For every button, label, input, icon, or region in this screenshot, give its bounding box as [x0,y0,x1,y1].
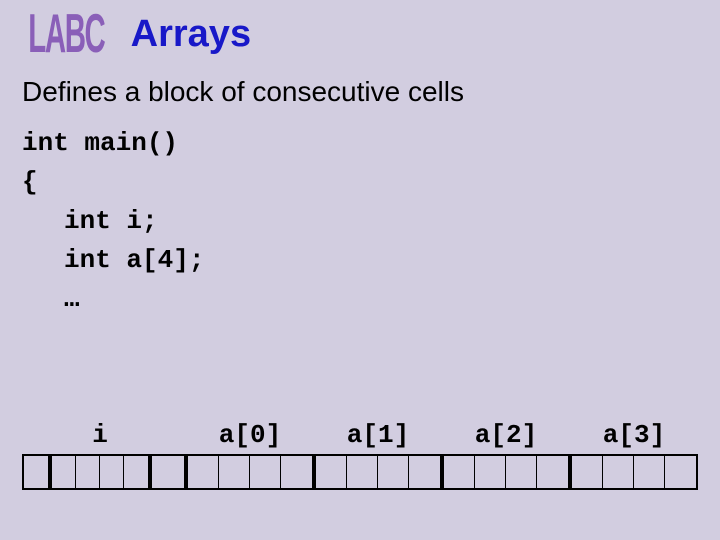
code-line-3: int i; [22,202,720,241]
code-line-4: int a[4]; [22,241,720,280]
memory-byte [444,456,475,488]
memory-byte [281,456,312,488]
memory-byte [76,456,100,488]
memory-byte [537,456,568,488]
memory-cell-i [50,454,150,490]
memory-byte [52,456,76,488]
memory-byte [378,456,409,488]
code-block: int main() { int i; int a[4]; … [0,124,720,319]
label-a1: a[1] [314,420,442,450]
memory-byte [219,456,250,488]
slide-title: Arrays [131,13,251,56]
label-a3: a[3] [570,420,698,450]
memory-byte [188,456,219,488]
memory-cell-gap [150,454,186,490]
memory-byte [347,456,378,488]
memory-cell-pre [22,454,50,490]
label-spacer [22,420,50,450]
memory-diagram: i a[0] a[1] a[2] a[3] [22,420,698,490]
memory-byte [409,456,440,488]
memory-cells [22,454,698,490]
code-line-5: … [22,280,720,319]
code-line-1: int main() [22,124,720,163]
memory-byte [572,456,603,488]
memory-byte [506,456,537,488]
memory-byte [603,456,634,488]
memory-cell-a3 [570,454,698,490]
memory-cell-a2 [442,454,570,490]
memory-cell-a1 [314,454,442,490]
slide-header: LABC Arrays [0,0,720,68]
label-spacer [150,420,186,450]
memory-cell-a0 [186,454,314,490]
label-a2: a[2] [442,420,570,450]
code-line-2: { [22,163,720,202]
label-i: i [50,420,150,450]
logo: LABC [28,3,104,65]
memory-byte [250,456,281,488]
memory-byte [665,456,696,488]
memory-labels: i a[0] a[1] a[2] a[3] [22,420,698,450]
label-a0: a[0] [186,420,314,450]
memory-byte [124,456,148,488]
slide-subtitle: Defines a block of consecutive cells [0,68,720,124]
memory-byte [634,456,665,488]
memory-byte [100,456,124,488]
memory-byte [475,456,506,488]
memory-byte [316,456,347,488]
